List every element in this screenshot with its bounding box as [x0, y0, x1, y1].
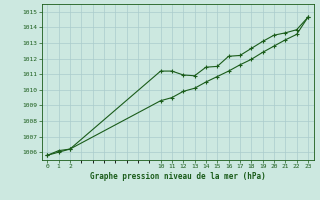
X-axis label: Graphe pression niveau de la mer (hPa): Graphe pression niveau de la mer (hPa) [90, 172, 266, 181]
